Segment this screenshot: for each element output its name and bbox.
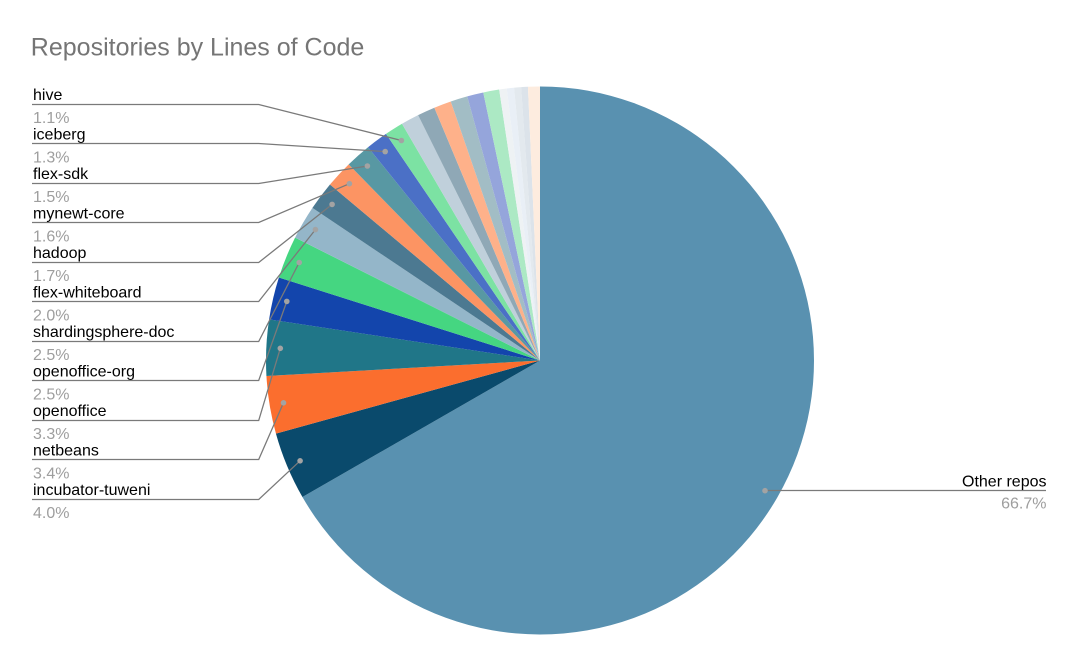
svg-text:shardingsphere-doc: shardingsphere-doc <box>33 324 174 341</box>
svg-text:incubator-tuweni: incubator-tuweni <box>33 482 150 499</box>
svg-text:1.1%: 1.1% <box>33 110 69 127</box>
svg-text:3.4%: 3.4% <box>33 466 69 483</box>
svg-text:1.6%: 1.6% <box>33 229 69 246</box>
svg-text:hive: hive <box>33 87 62 104</box>
svg-text:openoffice: openoffice <box>33 403 107 420</box>
svg-text:2.0%: 2.0% <box>33 308 69 325</box>
svg-text:66.7%: 66.7% <box>1001 496 1046 513</box>
svg-text:1.7%: 1.7% <box>33 268 69 285</box>
svg-text:flex-whiteboard: flex-whiteboard <box>33 285 142 302</box>
svg-text:1.5%: 1.5% <box>33 189 69 206</box>
svg-text:openoffice-org: openoffice-org <box>33 364 135 381</box>
svg-text:hadoop: hadoop <box>33 245 86 262</box>
svg-text:flex-sdk: flex-sdk <box>33 166 89 183</box>
svg-text:2.5%: 2.5% <box>33 347 69 364</box>
svg-text:netbeans: netbeans <box>33 443 99 460</box>
svg-text:3.3%: 3.3% <box>33 426 69 443</box>
svg-text:mynewt-core: mynewt-core <box>33 206 125 223</box>
svg-text:1.3%: 1.3% <box>33 150 69 167</box>
svg-text:Other repos: Other repos <box>962 474 1046 491</box>
svg-text:iceberg: iceberg <box>33 127 85 144</box>
svg-text:2.5%: 2.5% <box>33 387 69 404</box>
svg-text:Repositories by Lines of Code: Repositories by Lines of Code <box>31 34 365 62</box>
svg-text:4.0%: 4.0% <box>33 505 69 522</box>
